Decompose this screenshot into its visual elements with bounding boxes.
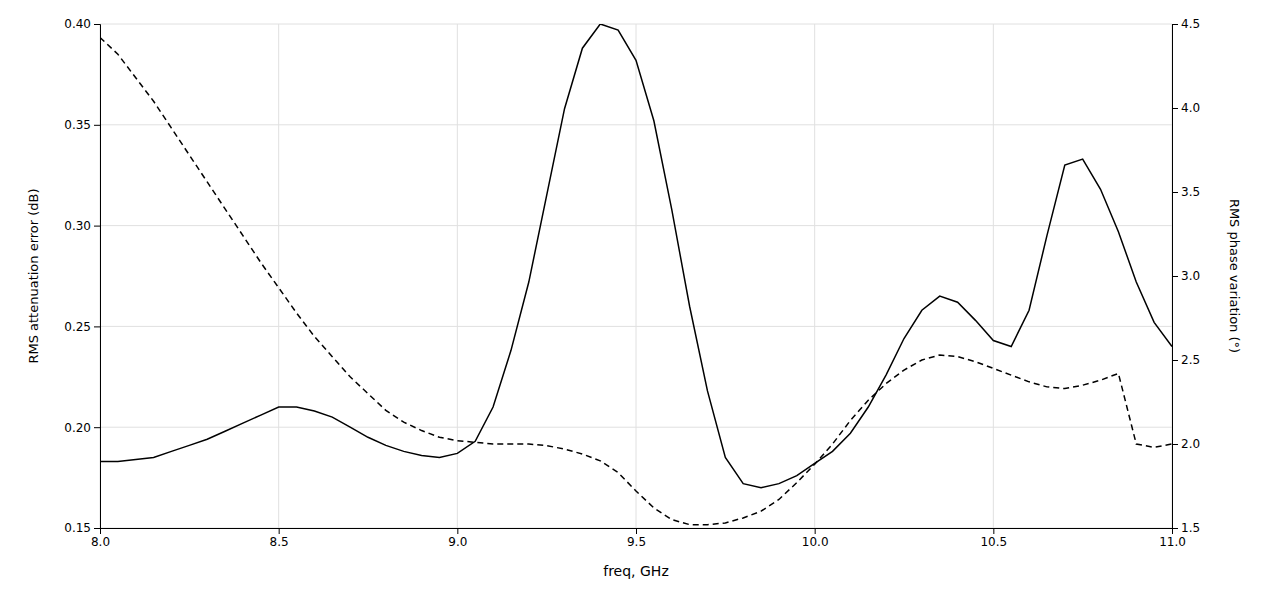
tick: 0.15	[64, 521, 100, 535]
tick-label: 0.15	[64, 521, 91, 535]
y2-axis: 1.5 2.0 2.5 3.0 3.5 4.0 4.5	[1172, 17, 1200, 535]
grid-line-x	[278, 24, 279, 528]
tick-label: 8.5	[270, 535, 289, 549]
tick: 0.30	[64, 219, 100, 233]
tick: 9.5	[627, 528, 646, 549]
tick-mark	[94, 427, 100, 428]
axis-line	[1173, 25, 1179, 529]
tick-mark	[457, 528, 458, 534]
tick: 8.5	[270, 528, 289, 549]
tick-mark	[1172, 192, 1178, 193]
tick-label: 0.35	[64, 118, 91, 132]
tick: 2.0	[1172, 437, 1200, 451]
tick: 0.25	[64, 320, 100, 334]
tick: 0.35	[64, 118, 100, 132]
grid-line-x	[814, 24, 815, 528]
plot-area: 8.0 8.5 9.0 9.5 10.0 10.5 11.0 0.15 0.20 0.25 0.30…	[26, 17, 1242, 579]
grid	[100, 24, 1172, 528]
tick-mark	[94, 226, 100, 227]
tick-label: 10.0	[802, 535, 829, 549]
tick-label: 3.0	[1181, 269, 1200, 283]
tick: 10.0	[802, 528, 829, 549]
grid-line-y	[100, 124, 1172, 125]
tick-label: 9.0	[448, 535, 467, 549]
tick-label: 9.5	[627, 535, 646, 549]
tick: 3.0	[1172, 269, 1200, 283]
grid-line-y	[100, 326, 1172, 327]
tick-label: 0.25	[64, 320, 91, 334]
axis-line	[101, 529, 1173, 535]
tick-mark	[94, 528, 100, 529]
tick: 0.20	[64, 421, 100, 435]
tick-label: 2.0	[1181, 437, 1200, 451]
line-series	[100, 37, 1172, 524]
tick-mark	[1172, 108, 1178, 109]
tick-label: 8.0	[91, 535, 110, 549]
tick-mark	[1172, 528, 1178, 529]
tick-mark	[993, 528, 994, 534]
line-series	[100, 24, 1172, 488]
tick: 8.0	[91, 528, 110, 549]
tick: 1.5	[1172, 521, 1200, 535]
grid-line-x	[993, 24, 994, 528]
x-axis: 8.0 8.5 9.0 9.5 10.0 10.5 11.0	[91, 528, 1186, 549]
tick-mark	[1172, 444, 1178, 445]
grid-line-x	[636, 24, 637, 528]
lines	[100, 24, 1172, 525]
tick-label: 2.5	[1181, 353, 1200, 367]
tick-label: 0.40	[64, 17, 91, 31]
tick-mark	[1172, 360, 1178, 361]
tick-mark	[94, 326, 100, 327]
tick-label: 0.30	[64, 219, 91, 233]
tick-label: 1.5	[1181, 521, 1200, 535]
tick-mark	[94, 125, 100, 126]
y-axis-title: RMS attenuation error (dB)	[26, 188, 41, 363]
tick-mark	[279, 528, 280, 534]
tick-label: 0.20	[64, 421, 91, 435]
tick-label: 4.0	[1181, 101, 1200, 115]
tick: 2.5	[1172, 353, 1200, 367]
tick-label: 11.0	[1159, 535, 1186, 549]
tick: 0.40	[64, 17, 100, 31]
x-axis-title: freq, GHz	[603, 563, 669, 579]
tick: 4.5	[1172, 17, 1200, 31]
tick: 3.5	[1172, 185, 1200, 199]
grid-line-y	[100, 225, 1172, 226]
tick: 9.0	[448, 528, 467, 549]
grid-line-y	[100, 427, 1172, 428]
tick: 10.5	[980, 528, 1007, 549]
tick-mark	[815, 528, 816, 534]
chart: 8.0 8.5 9.0 9.5 10.0 10.5 11.0 0.15 0.20 0.25 0.30…	[0, 0, 1272, 594]
axis-line	[94, 25, 101, 529]
tick-mark	[636, 528, 637, 534]
y-axis: 0.15 0.20 0.25 0.30 0.35 0.40	[64, 17, 100, 535]
tick-mark	[1172, 276, 1178, 277]
tick: 4.0	[1172, 101, 1200, 115]
tick-label: 3.5	[1181, 185, 1200, 199]
tick-label: 4.5	[1181, 17, 1200, 31]
y2-axis-title: RMS phase variation (°)	[1227, 199, 1242, 353]
tick-mark	[1172, 24, 1178, 25]
tick-mark	[94, 24, 100, 25]
grid-line-y	[100, 24, 1172, 25]
tick-label: 10.5	[980, 535, 1007, 549]
